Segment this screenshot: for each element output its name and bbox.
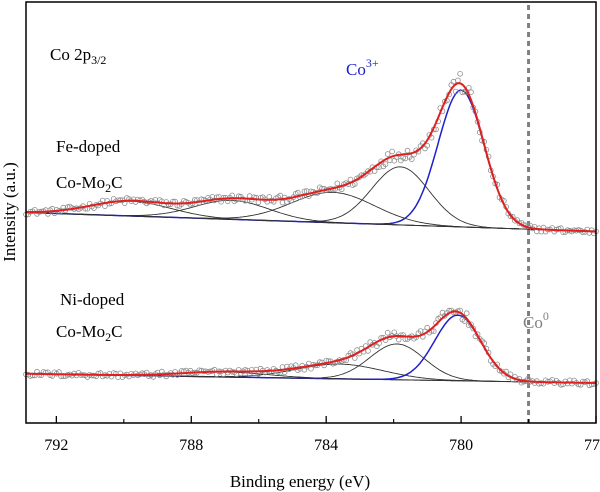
panel-0-data-point <box>384 151 391 157</box>
panel-0-data-point <box>424 142 431 149</box>
panel-0-data-point <box>465 85 472 91</box>
panel-0-data-point <box>266 194 273 200</box>
co0-reference-label: Co0 <box>523 309 549 332</box>
panel-1-data-point <box>424 324 431 331</box>
x-tick-label-792: 792 <box>44 437 68 454</box>
spectrum-label: Co 2p3/2 <box>50 45 106 67</box>
x-axis-label: Binding energy (eV) <box>230 472 370 491</box>
panel-0-component-0 <box>25 89 596 233</box>
panel-1-data-point <box>430 328 437 335</box>
ni-sample-label-line1: Ni-doped <box>60 290 125 309</box>
x-tick-label-784: 784 <box>314 437 338 454</box>
panel-0-data-point <box>455 77 461 84</box>
panel-1-data-point <box>468 321 474 328</box>
panel-0-data-point <box>334 180 341 187</box>
panel-0-data-point <box>408 156 415 162</box>
panel-1-data-point <box>463 310 470 317</box>
panel-0-data-point <box>579 229 586 235</box>
panel-0-data-point <box>400 155 406 161</box>
panel-0-data-point <box>452 88 459 95</box>
panel-1-fit-envelope <box>25 310 596 384</box>
panel-0-data-point <box>382 161 389 167</box>
x-tick-label-788: 788 <box>179 437 203 454</box>
panel-0-data-point <box>255 199 262 206</box>
panel-1-data-point <box>95 370 102 377</box>
fe-sample-label-line1: Fe-doped <box>56 137 121 156</box>
panel-0-fit-envelope <box>26 82 596 233</box>
x-tick-label-776: 776 <box>584 437 600 454</box>
fe-sample-label-line2: Co-Mo2C <box>56 173 122 195</box>
panel-1-data-point <box>384 329 391 336</box>
panel-0-data-point <box>389 148 395 155</box>
panel-1-data-point <box>365 348 371 354</box>
plot-frame <box>25 1 597 424</box>
panel-0-data-point <box>404 147 411 154</box>
panel-1-data-point <box>395 336 402 343</box>
x-tick-label-780: 780 <box>449 437 473 454</box>
panel-0-data-point <box>457 71 463 77</box>
panel-1-data-point <box>461 318 468 324</box>
co3-peak-label: Co3+ <box>346 56 379 79</box>
panel-0-data-point <box>294 189 301 196</box>
panel-0-data-point <box>102 203 108 209</box>
y-axis-label: Intensity (a.u.) <box>0 162 19 262</box>
panel-0-data-point <box>279 199 286 206</box>
panel-0-data-point <box>277 192 284 199</box>
panel-1-data-point <box>351 355 358 361</box>
data-points <box>23 71 599 389</box>
ni-sample-label-line2: Co-Mo2C <box>56 322 122 344</box>
x-axis-ticks: 792 788 784 780 776 <box>44 416 600 454</box>
